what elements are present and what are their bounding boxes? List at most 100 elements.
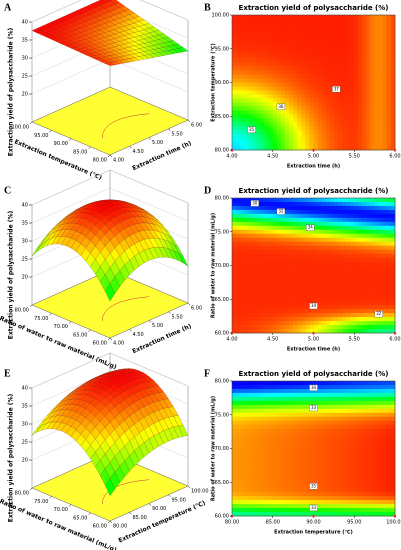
contour-cell: [276, 285, 282, 290]
contour-cell: [313, 237, 318, 242]
contour-cell: [378, 253, 384, 258]
contour-cell: [378, 142, 384, 147]
contour-cell: [280, 142, 286, 147]
contour-cell: [321, 46, 327, 52]
contour-cell: [289, 289, 294, 294]
contour-cell: [256, 468, 261, 473]
contour-cell: [309, 500, 314, 505]
contour-cell: [325, 448, 331, 453]
contour-cell: [317, 329, 322, 334]
contour-cell: [366, 94, 371, 99]
contour-cell: [248, 62, 253, 67]
contour-cell: [293, 456, 298, 461]
contour-cell: [280, 273, 286, 278]
contour-cell: [358, 305, 363, 310]
contour-cell: [309, 317, 314, 322]
contour-cell: [390, 225, 396, 231]
contour-cell: [252, 50, 257, 56]
contour-cell: [350, 496, 355, 501]
contour-cell: [248, 209, 253, 215]
contour-cell: [232, 138, 237, 143]
contour-cell: [276, 38, 282, 44]
contour-cell: [236, 257, 241, 262]
contour-cell: [386, 313, 392, 318]
contour-cell: [390, 265, 396, 270]
contour-cell: [272, 309, 278, 314]
contour-cell: [301, 476, 306, 481]
contour-cell: [289, 416, 294, 422]
contour-cell: [374, 146, 379, 151]
contour-cell: [309, 313, 314, 318]
contour-cell: [309, 452, 314, 457]
contour-cell: [260, 225, 265, 231]
contour-cell: [280, 126, 286, 131]
contour-label: 32: [278, 209, 284, 214]
contour-cell: [350, 26, 355, 32]
contour-cell: [325, 488, 331, 493]
contour-cell: [289, 46, 294, 52]
contour-cell: [366, 313, 371, 318]
contour-cell: [362, 396, 367, 402]
contour-cell: [264, 408, 269, 414]
contour-cell: [240, 221, 245, 227]
contour-cell: [280, 309, 286, 314]
contour-cell: [386, 90, 392, 95]
contour-cell: [378, 289, 384, 294]
contour-cell: [325, 142, 331, 147]
contour-cell: [276, 297, 282, 302]
contour-cell: [358, 396, 363, 402]
contour-cell: [333, 198, 339, 203]
contour-cell: [313, 114, 318, 119]
contour-cell: [346, 512, 351, 517]
contour-cell: [378, 205, 384, 211]
contour-cell: [342, 512, 347, 517]
contour-cell: [321, 42, 327, 48]
contour-cell: [325, 464, 331, 469]
x-tick-label: 65.00: [73, 515, 87, 521]
contour-cell: [252, 384, 257, 390]
contour-cell: [374, 114, 379, 119]
contour-cell: [366, 325, 371, 330]
contour-cell: [276, 15, 282, 20]
contour-cell: [333, 273, 339, 278]
contour-cell: [301, 265, 306, 270]
contour-cell: [280, 130, 286, 135]
contour-cell: [252, 42, 257, 48]
contour-cell: [317, 468, 322, 473]
contour-cell: [321, 325, 327, 330]
contour-cell: [309, 54, 314, 59]
contour-cell: [354, 468, 359, 473]
contour-cell: [301, 86, 306, 91]
contour-cell: [297, 273, 302, 278]
contour-cell: [293, 114, 298, 119]
contour-cell: [346, 329, 351, 334]
contour-cell: [325, 110, 331, 115]
contour-cell: [366, 321, 371, 326]
contour-cell: [276, 321, 282, 326]
contour-cell: [276, 126, 282, 131]
contour-cell: [232, 18, 237, 24]
contour-cell: [268, 460, 274, 465]
contour-cell: [346, 424, 351, 429]
contour-cell: [305, 209, 310, 215]
contour-cell: [252, 444, 257, 449]
contour-cell: [268, 253, 274, 258]
contour-cell: [362, 508, 367, 513]
contour-cell: [378, 464, 384, 469]
contour-cell: [301, 309, 306, 314]
contour-cell: [358, 388, 363, 394]
contour-cell: [248, 289, 253, 294]
contour-cell: [329, 241, 335, 246]
contour-cell: [232, 404, 237, 410]
contour-cell: [350, 480, 355, 485]
contour-cell: [346, 480, 351, 485]
contour-cell: [382, 468, 388, 473]
contour-cell: [248, 392, 253, 398]
contour-cell: [293, 130, 298, 135]
surface-patch: [104, 62, 116, 66]
contour-cell: [342, 257, 347, 262]
contour-cell: [329, 225, 335, 231]
contour-cell: [236, 273, 241, 278]
contour-cell: [382, 221, 388, 227]
contour-cell: [354, 492, 359, 497]
